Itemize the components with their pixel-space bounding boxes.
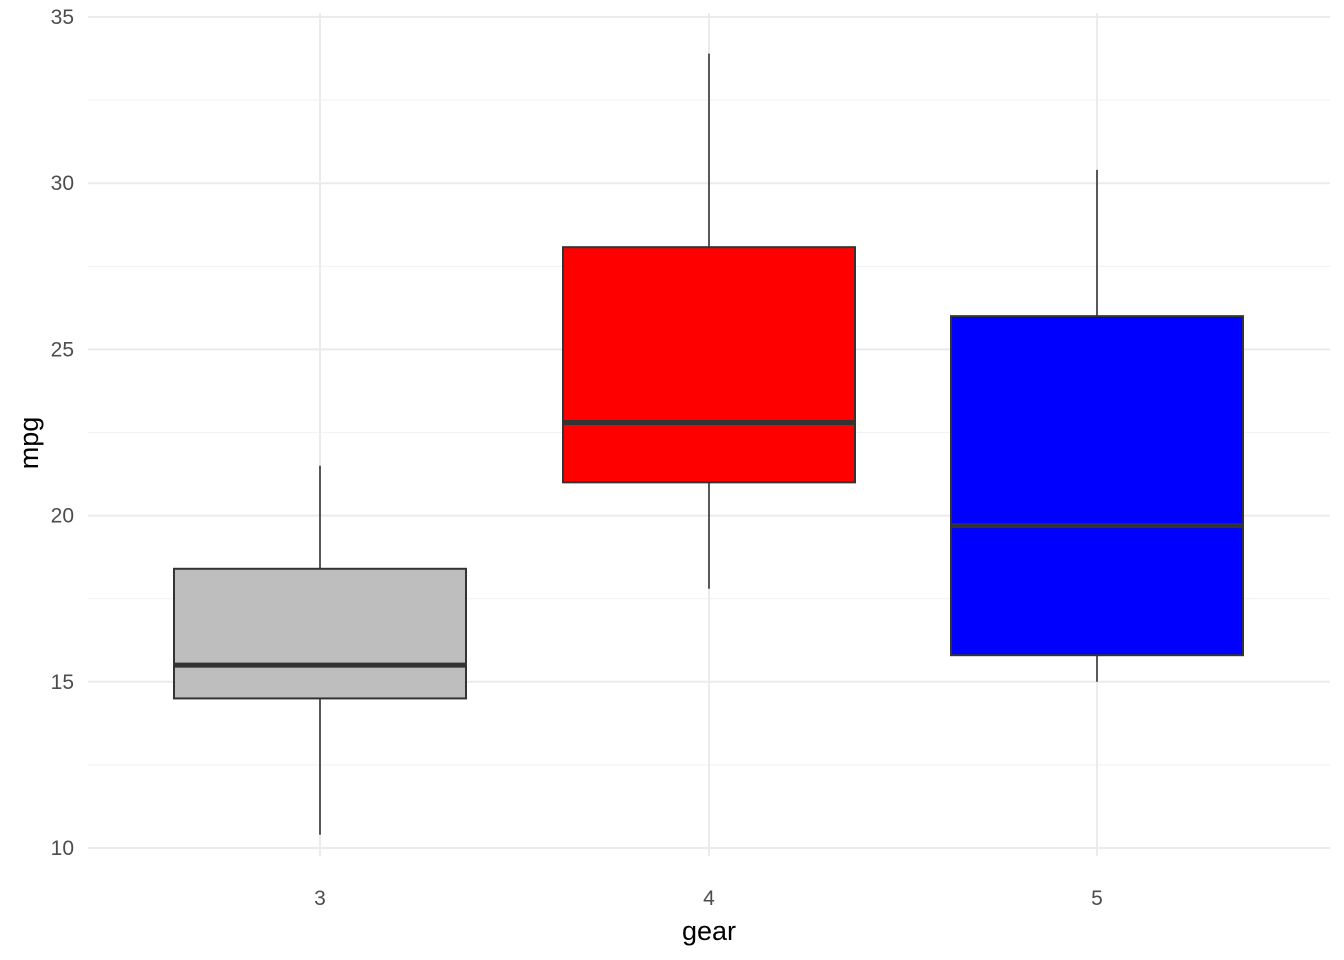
y-tick-label: 10: [51, 837, 74, 860]
x-tick-label: 3: [314, 887, 326, 910]
iqr-box: [173, 567, 467, 700]
x-axis-ticks: 3 4 5: [314, 887, 1103, 910]
iqr-box: [950, 315, 1244, 657]
y-tick-label: 30: [51, 172, 74, 195]
x-tick-label: 4: [703, 887, 715, 910]
boxplot-series: [173, 53, 1244, 835]
y-axis-ticks: 10 15 20 25 30 35: [51, 6, 74, 860]
x-tick-label: 5: [1091, 887, 1103, 910]
box-gear-3: [173, 465, 467, 835]
box-gear-5: [950, 169, 1244, 682]
y-tick-label: 35: [51, 6, 74, 29]
y-tick-label: 20: [51, 505, 74, 528]
box-gear-4: [562, 53, 856, 589]
y-tick-label: 15: [51, 671, 74, 694]
x-axis-title: gear: [682, 916, 736, 946]
y-tick-label: 25: [51, 338, 74, 361]
iqr-box: [562, 246, 856, 484]
y-axis-title: mpg: [14, 417, 44, 470]
